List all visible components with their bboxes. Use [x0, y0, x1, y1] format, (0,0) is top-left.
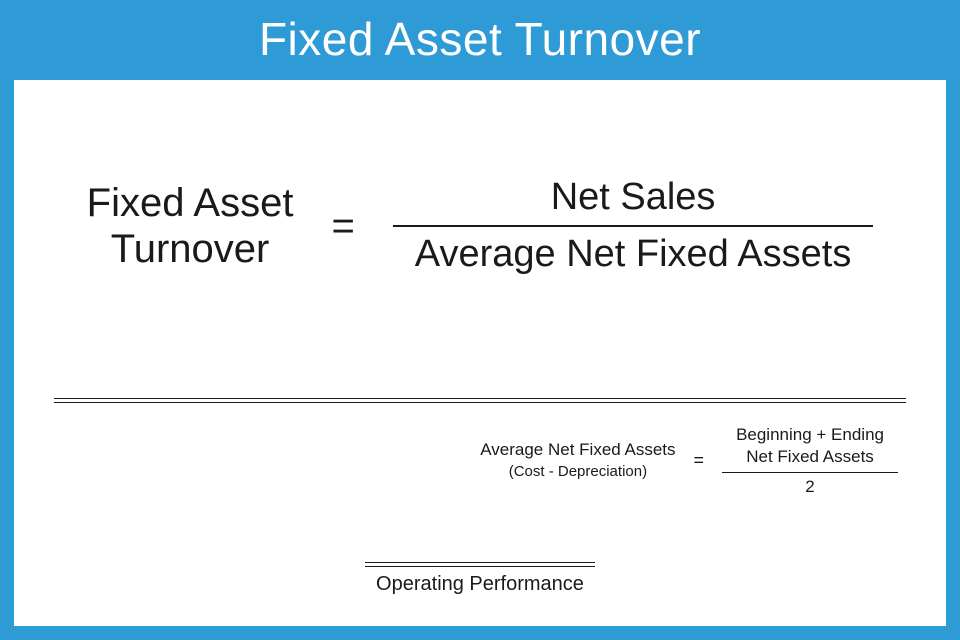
formula-lhs-line2: Turnover: [87, 226, 294, 272]
formula-lhs-line1: Fixed Asset: [87, 180, 294, 226]
footer-label: Operating Performance: [365, 573, 595, 596]
slide-frame: Fixed Asset Turnover Fixed Asset Turnove…: [0, 0, 960, 640]
formula-fraction: Net Sales Average Net Fixed Assets: [393, 170, 874, 282]
sub-formula: Average Net Fixed Assets (Cost - Depreci…: [480, 424, 898, 497]
formula-numerator: Net Sales: [529, 170, 738, 225]
formula-denominator: Average Net Fixed Assets: [393, 227, 874, 282]
section-divider: [54, 398, 906, 403]
sub-formula-denominator: 2: [805, 473, 814, 497]
sub-equals-sign: =: [694, 450, 705, 471]
sub-numerator-line2: Net Fixed Assets: [736, 446, 884, 468]
content-panel: Fixed Asset Turnover = Net Sales Average…: [14, 80, 946, 626]
sub-formula-numerator: Beginning + Ending Net Fixed Assets: [722, 424, 898, 472]
sub-formula-fraction: Beginning + Ending Net Fixed Assets 2: [722, 424, 898, 497]
sub-formula-lhs-line2: (Cost - Depreciation): [480, 462, 675, 482]
main-formula: Fixed Asset Turnover = Net Sales Average…: [14, 170, 946, 282]
footer: Operating Performance: [365, 562, 595, 596]
formula-lhs: Fixed Asset Turnover: [87, 180, 294, 272]
sub-formula-lhs: Average Net Fixed Assets (Cost - Depreci…: [480, 439, 675, 482]
slide-title: Fixed Asset Turnover: [0, 0, 960, 80]
footer-rule-top: [365, 562, 595, 563]
sub-formula-lhs-line1: Average Net Fixed Assets: [480, 439, 675, 462]
equals-sign: =: [331, 204, 354, 249]
sub-numerator-line1: Beginning + Ending: [736, 424, 884, 446]
footer-rule-bottom: [365, 566, 595, 567]
